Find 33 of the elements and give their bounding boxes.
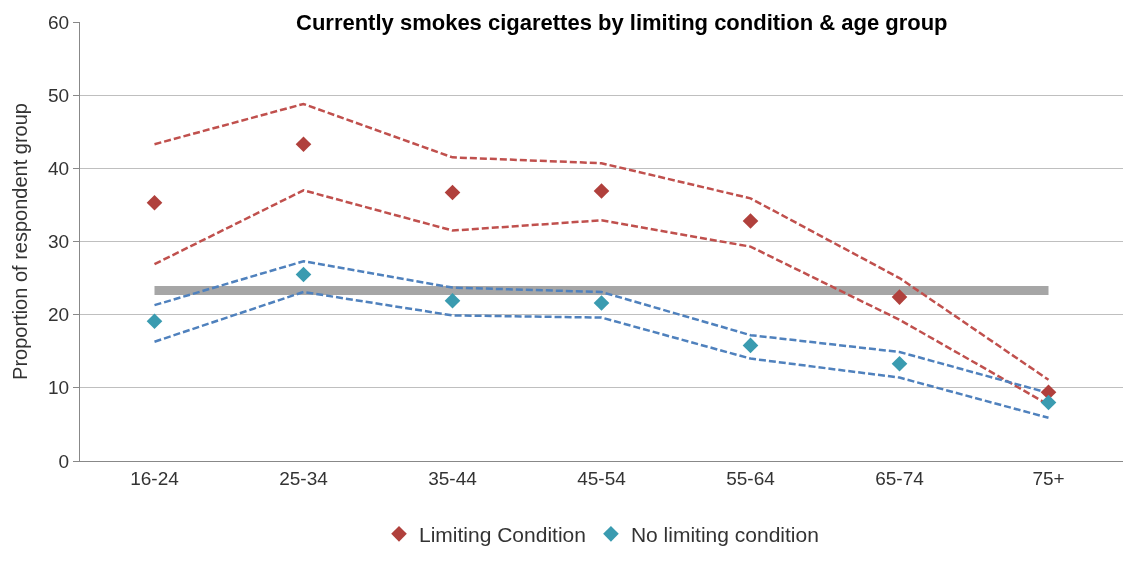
point	[1040, 394, 1057, 411]
y-tick-label: 50	[48, 84, 70, 106]
legend-label: Limiting Condition	[419, 523, 586, 547]
x-tick-label: 55-64	[726, 467, 776, 489]
y-tick-label: 10	[48, 377, 70, 399]
line-series	[153, 290, 1050, 420]
legend-label: No limiting condition	[630, 523, 819, 547]
chart-title: Currently smokes cigarettes by limiting condition & age group	[296, 10, 948, 35]
point	[146, 313, 163, 330]
x-tick-label: 25-34	[279, 467, 329, 489]
point	[891, 355, 908, 372]
point	[742, 213, 759, 229]
point	[444, 184, 461, 201]
line-series	[153, 102, 1050, 382]
y-tick-label: 20	[48, 304, 70, 326]
y-tick-label: 60	[48, 11, 70, 33]
point	[444, 292, 461, 309]
y-tick-label: 0	[58, 450, 70, 472]
point	[295, 136, 312, 152]
point	[295, 266, 312, 283]
point	[891, 289, 908, 305]
y-axis-title: Proportion of respondent group	[8, 103, 31, 380]
x-tick-label: 45-54	[577, 467, 627, 489]
point	[742, 337, 759, 354]
x-tick-label: 75+	[1032, 467, 1065, 489]
y-tick-label: 30	[48, 231, 70, 253]
x-tick-label: 35-44	[428, 467, 478, 489]
x-tick-label: 65-74	[875, 467, 925, 489]
point	[593, 295, 610, 311]
y-tick-label: 40	[48, 157, 70, 179]
point	[146, 194, 163, 211]
x-tick-label: 16-24	[130, 467, 180, 489]
point	[593, 183, 610, 199]
